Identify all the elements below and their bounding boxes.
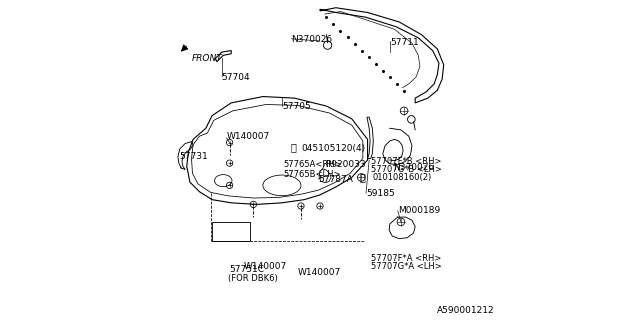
Text: 57731: 57731 (179, 152, 207, 161)
Text: W140007: W140007 (298, 268, 341, 277)
Text: 010108160(2): 010108160(2) (372, 173, 431, 182)
Text: 57707G*B <LH>: 57707G*B <LH> (371, 165, 442, 174)
Text: FRONT: FRONT (191, 54, 222, 63)
Text: N370026: N370026 (393, 164, 434, 172)
Text: 57787A: 57787A (319, 174, 353, 184)
Text: 57705: 57705 (282, 101, 310, 111)
Text: R920033: R920033 (324, 160, 365, 169)
Text: 59185: 59185 (366, 189, 395, 198)
Text: 57711: 57711 (390, 38, 419, 47)
Text: 57765B<LH>: 57765B<LH> (284, 170, 341, 179)
Text: Ⓑ: Ⓑ (359, 172, 365, 182)
Text: 57765A<RH>: 57765A<RH> (284, 160, 342, 169)
Text: 57707G*A <LH>: 57707G*A <LH> (371, 262, 442, 271)
Text: W140007: W140007 (244, 262, 287, 271)
Text: 57751C: 57751C (230, 265, 264, 274)
Text: 57707F*A <RH>: 57707F*A <RH> (371, 254, 441, 263)
Text: 045105120(4): 045105120(4) (301, 144, 365, 153)
Text: (FOR DBK6): (FOR DBK6) (228, 275, 278, 284)
Text: N370026: N370026 (291, 35, 333, 44)
Text: A590001212: A590001212 (437, 306, 495, 315)
Text: M000189: M000189 (397, 206, 440, 215)
Text: 57704: 57704 (221, 73, 250, 82)
Text: 57707F*B <RH>: 57707F*B <RH> (371, 157, 441, 166)
Text: Ⓢ: Ⓢ (290, 142, 296, 152)
Text: W140007: W140007 (227, 132, 269, 141)
